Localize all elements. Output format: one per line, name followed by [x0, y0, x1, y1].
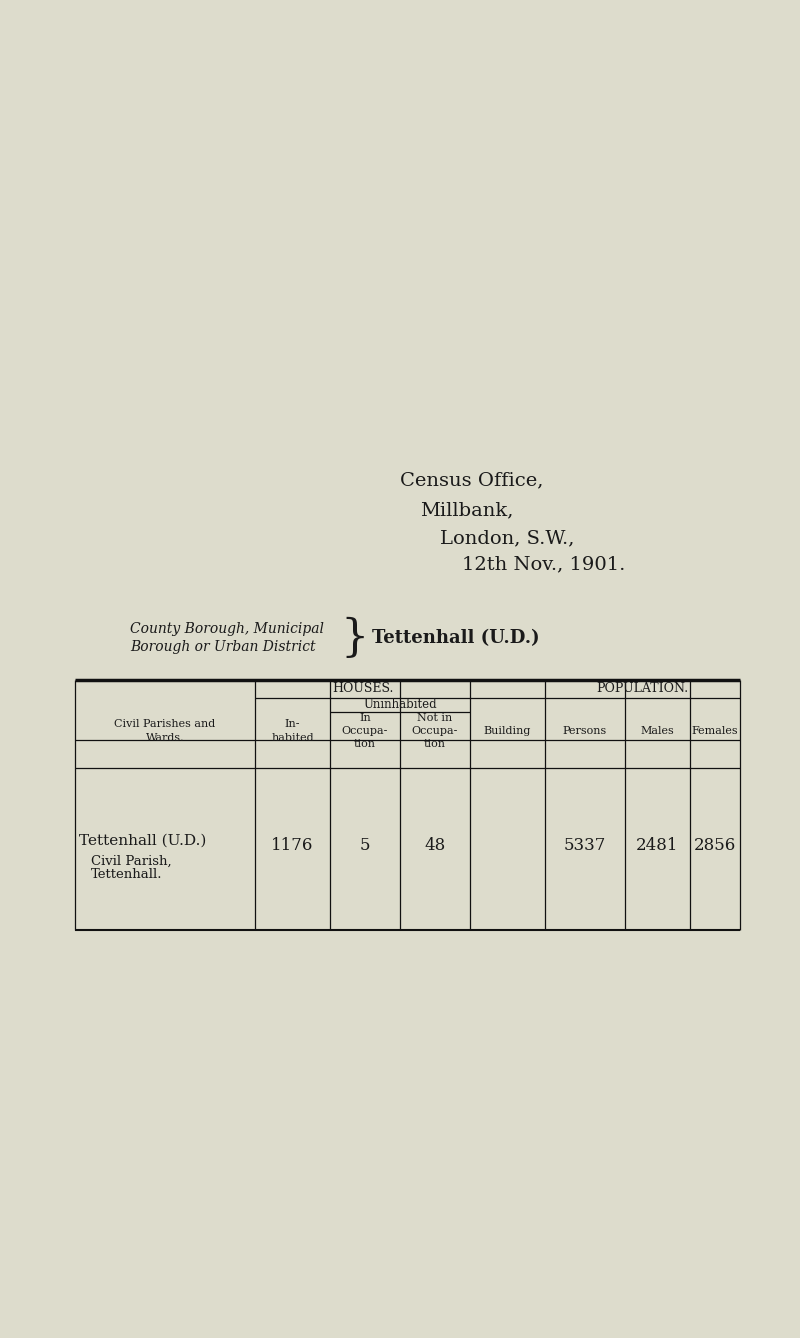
- Text: Persons: Persons: [563, 727, 607, 736]
- Text: Census Office,: Census Office,: [400, 471, 543, 488]
- Text: }: }: [341, 617, 369, 660]
- Text: Building: Building: [484, 727, 531, 736]
- Text: Civil Parishes and
Wards.: Civil Parishes and Wards.: [114, 720, 216, 743]
- Text: County Borough, Municipal
Borough or Urban District: County Borough, Municipal Borough or Urb…: [130, 622, 324, 654]
- Text: In-
habited: In- habited: [271, 720, 314, 743]
- Text: 5: 5: [360, 836, 370, 854]
- Text: 12th Nov., 1901.: 12th Nov., 1901.: [462, 555, 626, 573]
- Text: Civil Parish,: Civil Parish,: [91, 855, 172, 867]
- Text: Not in
Occupa-
tion: Not in Occupa- tion: [412, 713, 458, 749]
- Text: London, S.W.,: London, S.W.,: [440, 529, 574, 547]
- Text: Millbank,: Millbank,: [420, 500, 514, 519]
- Text: POPULATION.: POPULATION.: [597, 682, 689, 696]
- Text: 2856: 2856: [694, 836, 736, 854]
- Text: In
Occupa-
tion: In Occupa- tion: [342, 713, 388, 749]
- Text: Tettenhall.: Tettenhall.: [91, 868, 162, 882]
- Text: 2481: 2481: [636, 836, 678, 854]
- Text: Females: Females: [692, 727, 738, 736]
- Text: 5337: 5337: [564, 836, 606, 854]
- Text: Tettenhall (U.D.): Tettenhall (U.D.): [372, 629, 540, 648]
- Text: HOUSES.: HOUSES.: [332, 682, 393, 696]
- Text: Uninhabited: Uninhabited: [363, 698, 437, 712]
- Text: Tettenhall (U.D.): Tettenhall (U.D.): [79, 834, 206, 848]
- Text: Males: Males: [641, 727, 674, 736]
- Text: 48: 48: [424, 836, 446, 854]
- Text: 1176: 1176: [271, 836, 314, 854]
